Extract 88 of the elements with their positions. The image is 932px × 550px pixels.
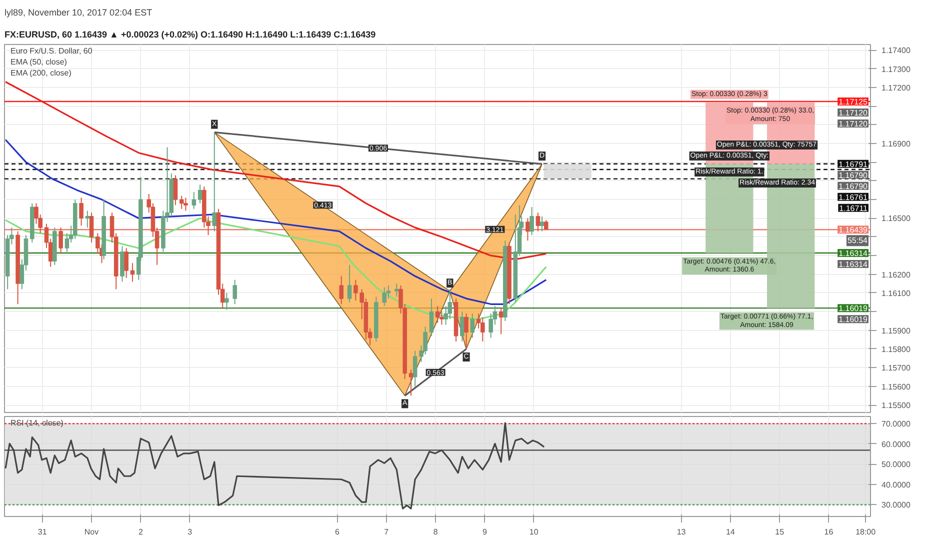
candlestick xyxy=(498,307,504,335)
x-tick-label: 2 xyxy=(138,528,144,536)
bar xyxy=(544,164,592,179)
candlestick xyxy=(212,132,217,232)
candlestick xyxy=(464,312,468,350)
y-tick-label: 1.15900 xyxy=(882,326,911,336)
y-tick-label: 70.0000 xyxy=(882,420,911,429)
y-tick-label: 1.16900 xyxy=(882,140,911,149)
x-tick-label: 15 xyxy=(775,528,785,536)
candlestick xyxy=(130,262,135,282)
annotation: 1.17120 xyxy=(838,108,868,118)
candlestick xyxy=(339,276,344,305)
candlestick xyxy=(480,316,485,342)
candlestick xyxy=(540,216,544,232)
x-tick-label: Nov xyxy=(84,528,99,536)
ref-line-label: 1.16019 xyxy=(838,304,868,314)
candlestick xyxy=(89,212,94,244)
x-tick-label: 3 xyxy=(188,528,193,536)
y-tick-label: 1.15700 xyxy=(882,364,911,373)
y-tick-label: 1.15600 xyxy=(882,382,911,392)
annotation: Euro Fx/U.S. Dollar, 60 xyxy=(10,46,93,56)
candlestick xyxy=(536,212,540,232)
x-tick-label: 9 xyxy=(482,528,488,536)
candlestick xyxy=(530,206,534,236)
x-tick-label: 18:00 xyxy=(856,528,876,536)
y-tick-label: 1.16500 xyxy=(882,214,911,224)
candlestick xyxy=(184,197,188,212)
line-series xyxy=(4,81,547,260)
y-tick-label: 30.0000 xyxy=(882,500,911,510)
ref-line-label: 1.16439 xyxy=(838,226,868,235)
annotation: 1.17120 xyxy=(838,119,868,128)
ref-line-label: 1.16761 xyxy=(838,192,868,202)
ref-line-label: 1.16314 xyxy=(838,248,868,258)
candlestick xyxy=(79,197,84,226)
annotation: EMA (200, close) xyxy=(10,68,72,78)
candlestick xyxy=(232,279,238,305)
candlestick xyxy=(382,286,387,307)
candlestick xyxy=(429,298,434,336)
annotation: EMA (50, close) xyxy=(10,58,68,66)
x-tick-label: 7 xyxy=(384,528,390,536)
annotation: 1.16790 xyxy=(838,170,868,180)
candlestick xyxy=(526,218,530,242)
chart-subtitle: FX:EURUSD, 60 1.16439 ▲ +0.00023 (+0.02%) O:1.16490 H:1.16490 L:1.16439 C:1.16439 xyxy=(4,30,376,40)
candlestick xyxy=(124,248,128,279)
candlestick xyxy=(347,264,352,303)
y-tick-label: 1.15800 xyxy=(882,344,911,354)
candlestick xyxy=(354,279,358,301)
x-tick-label: 6 xyxy=(335,528,340,536)
ref-line-label: 1.16791 xyxy=(838,160,868,169)
x-tick-label: 8 xyxy=(433,528,438,536)
candlestick xyxy=(58,227,63,254)
candlestick xyxy=(179,195,184,210)
x-tick-label: 31 xyxy=(38,528,48,536)
x-tick-label: 16 xyxy=(824,528,834,536)
candlestick xyxy=(544,220,548,230)
candlestick xyxy=(173,174,178,206)
x-tick-label: 14 xyxy=(726,528,736,536)
candlestick xyxy=(460,311,464,342)
y-tick-label: 50.0000 xyxy=(882,460,911,470)
annotation: 1.16019 xyxy=(838,315,868,324)
chart-title: lyl89, November 10, 2017 02:04 EST xyxy=(4,8,153,18)
candlestick xyxy=(224,292,229,310)
y-tick-label: 1.17400 xyxy=(882,46,911,56)
ref-line-label: 1.17125 xyxy=(838,97,868,106)
y-tick-label: 1.16200 xyxy=(882,270,911,280)
candlestick xyxy=(192,192,196,210)
annotation: 55:54 xyxy=(847,236,868,246)
y-tick-label: 40.0000 xyxy=(882,480,911,490)
candlestick xyxy=(198,184,202,204)
candlestick xyxy=(96,232,100,254)
y-tick-label: 1.15500 xyxy=(882,401,911,410)
legend-label: 1.16711 xyxy=(839,204,868,213)
y-tick-label: 1.16100 xyxy=(882,288,911,298)
chart-title: RSI (14, close) xyxy=(10,418,64,428)
y-tick-label: 1.17300 xyxy=(882,64,911,74)
annotation: 1.16790 xyxy=(838,182,868,191)
candlestick xyxy=(394,283,399,298)
y-tick-label: 1.17200 xyxy=(882,83,911,92)
line-series xyxy=(4,138,547,305)
candlestick xyxy=(412,350,418,387)
x-tick-label: 13 xyxy=(676,528,686,536)
y-tick-label: 60.0000 xyxy=(882,440,911,449)
candlestick xyxy=(85,210,90,228)
annotation: 1.16314 xyxy=(838,260,868,269)
candlestick xyxy=(470,312,475,338)
candlestick xyxy=(435,306,440,324)
candlestick xyxy=(408,369,414,396)
x-tick-label: 10 xyxy=(529,528,539,536)
